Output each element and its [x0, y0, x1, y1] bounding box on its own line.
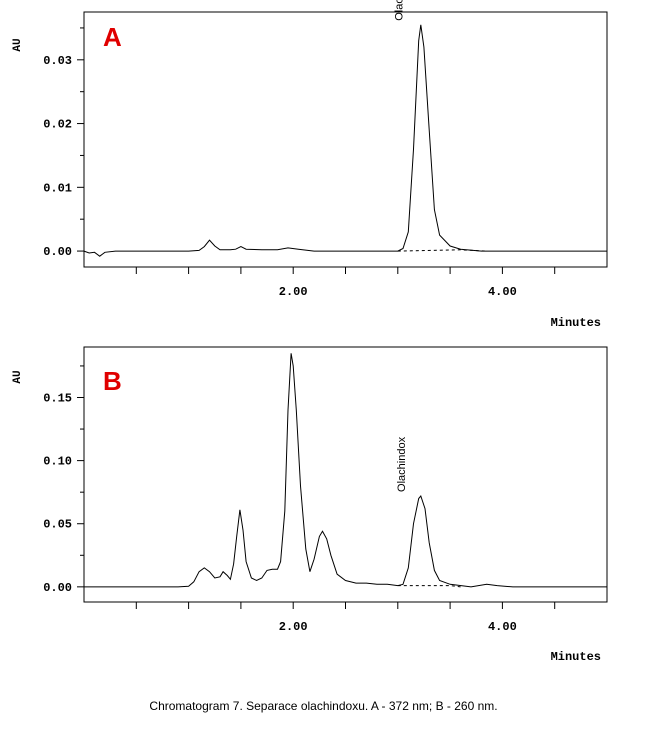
- y-tick-label: 0.00: [43, 581, 72, 595]
- panel-letter: B: [103, 366, 122, 396]
- peak-annotation: Olachindox: [396, 436, 408, 492]
- plot-frame: [83, 11, 608, 268]
- peak-annotation: Olachindox: [394, 0, 406, 21]
- y-tick-label: 0.15: [43, 391, 72, 405]
- x-tick-label: 2.00: [279, 285, 308, 299]
- y-tick-label: 0.03: [43, 54, 72, 68]
- figure-caption: Chromatogram 7. Separace olachindoxu. A …: [149, 699, 498, 713]
- y-tick-label: 0.00: [43, 245, 72, 259]
- x-tick-label: 4.00: [488, 620, 517, 634]
- y-tick-label: 0.01: [43, 181, 72, 195]
- chart-panel-b: 2.00 4.00 0.00 0.05 0.10 0.15 AU Minutes B Olachi…: [12, 346, 608, 664]
- y-axis-label: AU: [12, 38, 24, 51]
- chart-panel-a: 2.00 4.00 0.00 0.01 0.02 0.03 AU Minutes A Olachi…: [12, 0, 608, 330]
- y-tick-label: 0.10: [43, 455, 72, 469]
- chromatogram-trace: [83, 24, 607, 257]
- plot-frame: [83, 346, 608, 603]
- y-tick-label: 0.05: [43, 518, 72, 532]
- x-axis-label: Minutes: [551, 316, 601, 330]
- y-tick-label: 0.02: [43, 118, 72, 132]
- chromatogram-trace: [84, 353, 607, 588]
- x-axis-label: Minutes: [551, 650, 601, 664]
- peak-baseline: [397, 585, 461, 588]
- y-axis-label: AU: [12, 370, 24, 383]
- panel-letter: A: [103, 22, 122, 52]
- x-tick-label: 4.00: [488, 285, 517, 299]
- x-tick-label: 2.00: [279, 620, 308, 634]
